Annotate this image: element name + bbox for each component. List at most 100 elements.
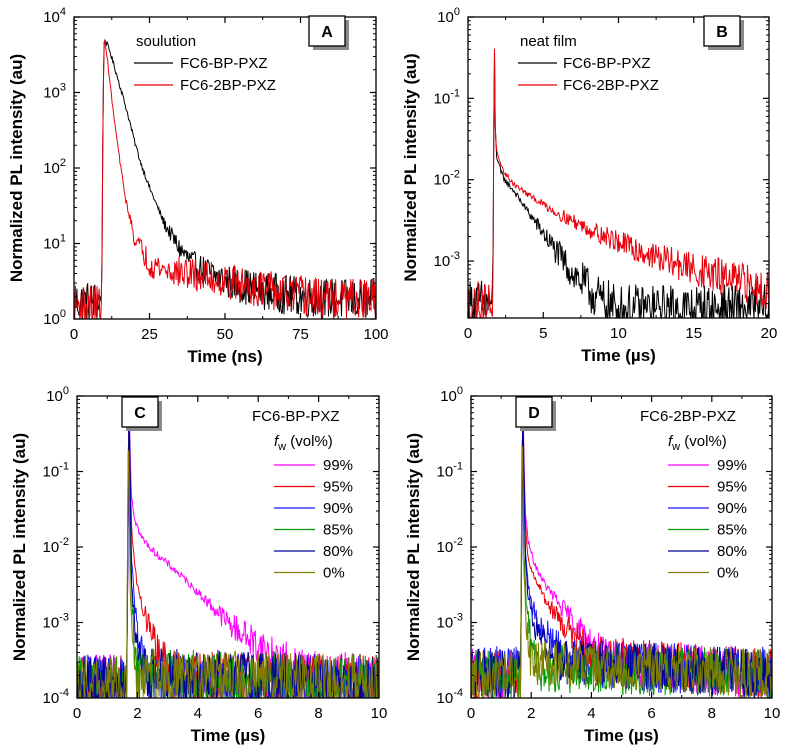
x-tick-label: 2 — [527, 705, 535, 722]
y-axis-title: Normalized PL intensity (au) — [7, 54, 26, 282]
y-tick-label-base: 10 — [434, 90, 451, 107]
y-tick-label-exponent: -3 — [59, 612, 69, 624]
y-tick-label: 10-2 — [437, 536, 463, 556]
legend-entry: 80% — [717, 543, 747, 560]
x-tick-label: 25 — [141, 326, 158, 343]
y-tick-label: 100 — [46, 385, 69, 405]
y-tick-label-exponent: -3 — [453, 612, 463, 624]
y-tick-label-base: 10 — [43, 160, 60, 177]
y-tick-label-exponent: -1 — [59, 461, 69, 473]
legend-entry: 95% — [323, 479, 353, 496]
y-tick-label: 10-1 — [43, 461, 69, 481]
legend-title: neat film — [520, 33, 577, 50]
panel-letter-box — [121, 396, 159, 428]
legend-entry: 80% — [323, 543, 353, 560]
series-line-fc6-bp-pxz — [468, 51, 769, 318]
x-tick-label: 0 — [464, 325, 472, 342]
x-axis-title: Time (ns) — [187, 347, 262, 366]
legend-subtitle-sub: w — [671, 441, 680, 453]
y-tick-label-base: 10 — [434, 253, 451, 270]
y-tick-label-base: 10 — [43, 690, 60, 707]
x-tick-label: 6 — [647, 705, 655, 722]
y-tick-label: 10-3 — [437, 612, 463, 632]
x-tick-label: 10 — [764, 705, 781, 722]
y-tick-label: 10-2 — [434, 169, 460, 189]
legend-entry: 0% — [323, 565, 345, 582]
legend-entry: 0% — [717, 565, 739, 582]
y-tick-label-exponent: -1 — [453, 461, 463, 473]
x-tick-label: 4 — [194, 705, 202, 722]
y-tick-label-exponent: -2 — [453, 536, 463, 548]
legend-entry: 90% — [323, 500, 353, 517]
y-tick-label-base: 10 — [437, 464, 454, 481]
y-tick-label-base: 10 — [43, 236, 60, 253]
x-tick-label: 10 — [371, 705, 388, 722]
y-tick-label: 104 — [43, 6, 66, 26]
legend-entry: 90% — [717, 500, 747, 517]
legend-entry: FC6-2BP-PXZ — [180, 77, 276, 94]
legend-entry: FC6-2BP-PXZ — [563, 77, 659, 94]
y-tick-label: 10-1 — [437, 461, 463, 481]
x-tick-label: 5 — [539, 325, 547, 342]
legend-entry: 95% — [717, 479, 747, 496]
y-tick-label-base: 10 — [43, 539, 60, 556]
x-tick-label: 100 — [363, 326, 388, 343]
y-tick-label-base: 10 — [43, 85, 60, 102]
y-tick-label-base: 10 — [440, 388, 457, 405]
y-tick-label-exponent: 0 — [457, 385, 463, 397]
y-tick-label-base: 10 — [437, 9, 454, 26]
x-tick-label: 0 — [70, 326, 78, 343]
y-tick-label-exponent: -2 — [450, 169, 460, 181]
y-tick-label-exponent: 4 — [60, 6, 66, 18]
y-tick-label: 10-1 — [434, 87, 460, 107]
panel-letter: A — [321, 24, 333, 41]
y-tick-label-base: 10 — [434, 172, 451, 189]
panel-letter-box — [703, 15, 741, 47]
y-tick-label-exponent: 3 — [60, 82, 66, 94]
x-tick-label: 0 — [467, 705, 475, 722]
legend-title: soulution — [136, 33, 196, 50]
x-axis-title: Time (µs) — [584, 726, 659, 745]
y-tick-label: 10-3 — [434, 250, 460, 270]
y-tick-label-base: 10 — [43, 464, 60, 481]
legend-entry: 99% — [717, 457, 747, 474]
legend-title: FC6-BP-PXZ — [252, 408, 340, 425]
x-tick-label: 8 — [314, 705, 322, 722]
y-tick-label-exponent: -2 — [59, 536, 69, 548]
y-tick-label: 10-2 — [43, 536, 69, 556]
legend-subtitle-rest: (vol%) — [286, 433, 333, 450]
y-tick-label-exponent: 0 — [60, 308, 66, 320]
y-tick-label-exponent: 1 — [60, 233, 66, 245]
y-tick-label-exponent: -3 — [450, 250, 460, 262]
x-tick-label: 75 — [292, 326, 309, 343]
y-tick-label: 101 — [43, 233, 66, 253]
y-tick-label-exponent: 0 — [454, 6, 460, 18]
x-tick-label: 15 — [685, 325, 702, 342]
legend-entry: 85% — [323, 522, 353, 539]
legend-subtitle: fw (vol%) — [668, 433, 727, 453]
legend-entry: FC6-BP-PXZ — [180, 55, 268, 72]
x-tick-label: 0 — [73, 705, 81, 722]
series-line-0- — [77, 450, 379, 698]
x-axis-title: Time (µs) — [191, 726, 266, 745]
y-tick-label: 103 — [43, 82, 66, 102]
y-tick-label-base: 10 — [437, 615, 454, 632]
x-tick-label: 10 — [610, 325, 627, 342]
x-tick-label: 6 — [254, 705, 262, 722]
y-tick-label-base: 10 — [43, 9, 60, 26]
x-tick-label: 8 — [708, 705, 716, 722]
y-tick-label: 10-4 — [437, 687, 463, 707]
y-tick-label-exponent: -1 — [450, 87, 460, 99]
y-tick-label-base: 10 — [437, 539, 454, 556]
y-tick-label: 100 — [437, 6, 460, 26]
panel-letter: D — [528, 405, 540, 422]
y-tick-label-exponent: -4 — [453, 687, 463, 699]
y-tick-label-base: 10 — [43, 615, 60, 632]
panel-letter-box — [515, 396, 553, 428]
panel-letter: C — [134, 405, 146, 422]
y-tick-label-base: 10 — [437, 690, 454, 707]
y-tick-label-exponent: 2 — [60, 157, 66, 169]
